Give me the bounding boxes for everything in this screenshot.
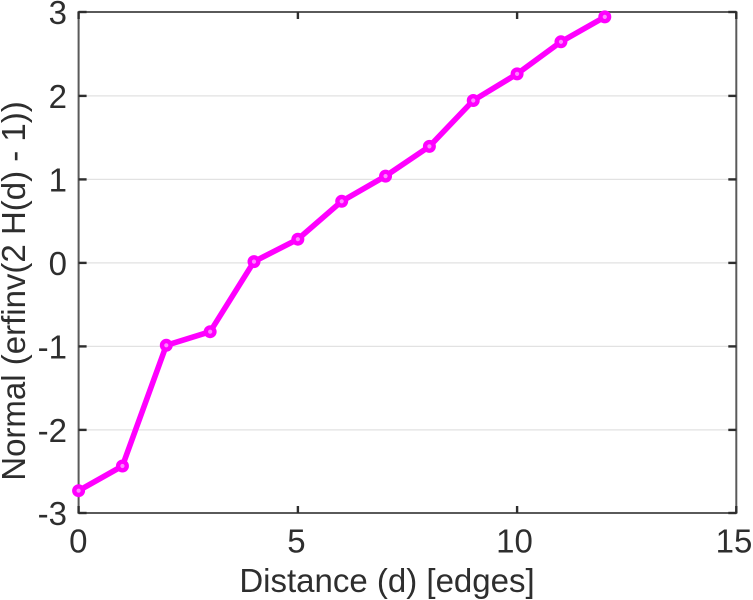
svg-text:2: 2: [49, 78, 67, 115]
svg-text:0: 0: [49, 245, 67, 282]
svg-text:10: 10: [496, 523, 533, 560]
svg-text:Distance (d) [edges]: Distance (d) [edges]: [239, 562, 534, 599]
svg-text:5: 5: [287, 523, 305, 560]
svg-text:0: 0: [69, 523, 87, 560]
svg-text:-2: -2: [38, 412, 67, 449]
svg-text:15: 15: [716, 523, 753, 560]
svg-text:-1: -1: [38, 329, 67, 366]
svg-text:1: 1: [49, 162, 67, 199]
svg-text:Normal (erfinv(2 H(d) - 1)): Normal (erfinv(2 H(d) - 1)): [0, 101, 32, 481]
svg-text:-3: -3: [38, 495, 67, 532]
svg-text:3: 3: [49, 0, 67, 31]
